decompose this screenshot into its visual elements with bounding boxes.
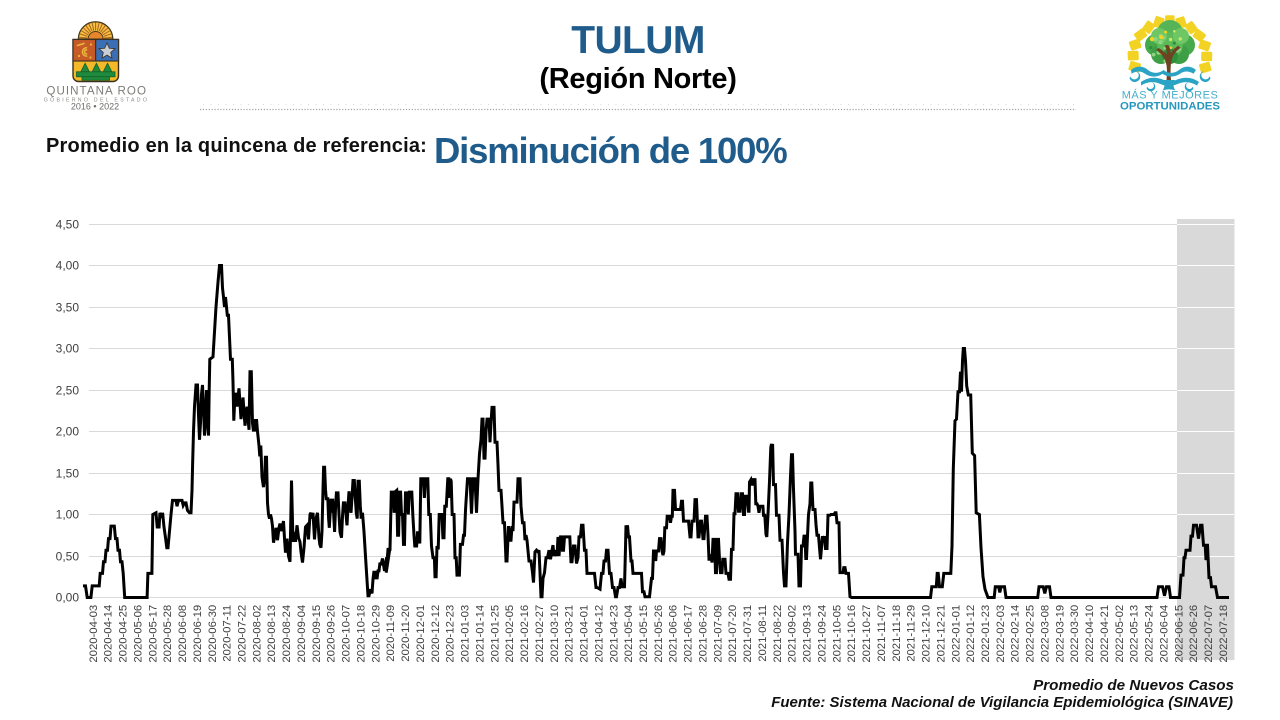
svg-text:2022-07-18: 2022-07-18 (1218, 605, 1230, 663)
svg-text:2022-02-03: 2022-02-03 (995, 605, 1007, 663)
svg-text:2020-09-04: 2020-09-04 (296, 605, 308, 663)
svg-text:2020-06-30: 2020-06-30 (207, 605, 219, 663)
svg-text:2021-09-24: 2021-09-24 (816, 605, 828, 663)
svg-text:2020-09-15: 2020-09-15 (311, 605, 323, 663)
svg-text:2022-01-01: 2022-01-01 (950, 605, 962, 663)
svg-text:2022-04-10: 2022-04-10 (1084, 605, 1096, 663)
svg-text:2022-03-08: 2022-03-08 (1039, 605, 1051, 663)
svg-text:2021-09-13: 2021-09-13 (802, 605, 814, 663)
svg-text:1,50: 1,50 (56, 467, 80, 481)
svg-text:1,00: 1,00 (56, 508, 80, 522)
svg-text:2022-03-30: 2022-03-30 (1069, 605, 1081, 663)
svg-text:QUINTANA ROO: QUINTANA ROO (46, 85, 147, 98)
svg-text:2021-05-15: 2021-05-15 (638, 605, 650, 663)
svg-text:2020-10-29: 2020-10-29 (370, 605, 382, 663)
svg-text:2021-04-12: 2021-04-12 (593, 605, 605, 663)
svg-text:2020-06-08: 2020-06-08 (177, 605, 189, 663)
svg-text:2021-08-22: 2021-08-22 (772, 605, 784, 663)
svg-text:2020-04-14: 2020-04-14 (103, 605, 115, 663)
svg-text:2020-07-11: 2020-07-11 (222, 605, 234, 662)
svg-text:2022-04-21: 2022-04-21 (1099, 605, 1111, 663)
svg-text:2021-02-16: 2021-02-16 (519, 605, 531, 663)
svg-text:2021-12-21: 2021-12-21 (935, 605, 947, 663)
svg-text:0,00: 0,00 (56, 591, 80, 605)
svg-text:2021-03-10: 2021-03-10 (549, 605, 561, 663)
svg-text:2022-03-19: 2022-03-19 (1054, 605, 1066, 663)
svg-text:2020-10-07: 2020-10-07 (341, 605, 353, 663)
svg-text:2020-08-02: 2020-08-02 (251, 605, 263, 663)
svg-text:2020-04-03: 2020-04-03 (88, 605, 100, 663)
svg-text:2022-05-02: 2022-05-02 (1114, 605, 1126, 663)
svg-text:2020-04-25: 2020-04-25 (118, 605, 130, 663)
svg-text:2021-10-16: 2021-10-16 (846, 605, 858, 663)
svg-text:2021-11-29: 2021-11-29 (906, 605, 918, 662)
svg-text:2021-10-27: 2021-10-27 (861, 605, 873, 663)
svg-text:2020-08-13: 2020-08-13 (266, 605, 278, 663)
svg-text:2022-07-07: 2022-07-07 (1203, 605, 1215, 663)
svg-text:2021-06-17: 2021-06-17 (683, 605, 695, 663)
svg-text:2022-06-26: 2022-06-26 (1188, 605, 1200, 663)
svg-text:2022-05-24: 2022-05-24 (1144, 605, 1156, 663)
svg-text:2,00: 2,00 (56, 425, 80, 439)
svg-text:MÁS Y MEJORES: MÁS Y MEJORES (1122, 89, 1219, 102)
svg-text:2020-05-28: 2020-05-28 (162, 605, 174, 663)
svg-text:2021-12-10: 2021-12-10 (921, 605, 933, 663)
svg-text:2016 • 2022: 2016 • 2022 (71, 102, 119, 112)
svg-text:2020-07-22: 2020-07-22 (237, 605, 249, 663)
svg-text:2021-11-18: 2021-11-18 (891, 605, 903, 662)
svg-text:2021-03-21: 2021-03-21 (564, 605, 576, 663)
svg-text:2021-06-28: 2021-06-28 (697, 605, 709, 663)
svg-text:0,50: 0,50 (56, 550, 80, 564)
svg-text:2020-06-19: 2020-06-19 (192, 605, 204, 663)
svg-text:2020-12-23: 2020-12-23 (445, 605, 457, 663)
svg-text:3,50: 3,50 (56, 301, 80, 315)
svg-text:2022-01-23: 2022-01-23 (980, 605, 992, 663)
svg-text:2021-09-02: 2021-09-02 (787, 605, 799, 663)
svg-text:2021-08-11: 2021-08-11 (757, 605, 769, 662)
svg-text:2022-06-15: 2022-06-15 (1173, 605, 1185, 663)
svg-text:2,50: 2,50 (56, 384, 80, 398)
svg-text:2021-05-26: 2021-05-26 (653, 605, 665, 663)
svg-text:2020-12-12: 2020-12-12 (430, 605, 442, 663)
svg-text:2022-02-25: 2022-02-25 (1025, 605, 1037, 663)
svg-text:2021-05-04: 2021-05-04 (623, 605, 635, 663)
svg-text:2021-04-23: 2021-04-23 (608, 605, 620, 663)
svg-text:2020-10-18: 2020-10-18 (355, 605, 367, 663)
svg-text:2022-06-04: 2022-06-04 (1158, 605, 1170, 663)
svg-text:OPORTUNIDADES: OPORTUNIDADES (1120, 101, 1220, 113)
svg-text:2022-02-14: 2022-02-14 (1010, 605, 1022, 663)
svg-text:2020-09-26: 2020-09-26 (326, 605, 338, 663)
svg-text:2022-01-12: 2022-01-12 (965, 605, 977, 663)
svg-text:2020-08-24: 2020-08-24 (281, 605, 293, 663)
svg-text:2021-02-27: 2021-02-27 (534, 605, 546, 663)
svg-text:4,50: 4,50 (56, 218, 80, 232)
svg-text:2021-10-05: 2021-10-05 (831, 605, 843, 663)
svg-text:2021-11-07: 2021-11-07 (876, 605, 888, 662)
svg-text:2020-12-01: 2020-12-01 (415, 605, 427, 663)
svg-text:2020-05-06: 2020-05-06 (132, 605, 144, 663)
svg-text:2021-06-06: 2021-06-06 (668, 605, 680, 663)
svg-text:2021-07-20: 2021-07-20 (727, 605, 739, 663)
svg-text:2020-11-09: 2020-11-09 (385, 605, 397, 662)
svg-text:4,00: 4,00 (56, 259, 80, 273)
svg-text:2021-02-05: 2021-02-05 (504, 605, 516, 663)
svg-text:2020-05-17: 2020-05-17 (147, 605, 159, 663)
svg-text:2021-07-31: 2021-07-31 (742, 605, 754, 663)
svg-text:2021-04-01: 2021-04-01 (579, 605, 591, 663)
svg-text:2020-11-20: 2020-11-20 (400, 605, 412, 662)
svg-text:2022-05-13: 2022-05-13 (1129, 605, 1141, 663)
svg-text:2021-07-09: 2021-07-09 (712, 605, 724, 663)
svg-text:3,00: 3,00 (56, 342, 80, 356)
svg-text:2021-01-25: 2021-01-25 (489, 605, 501, 663)
svg-text:2021-01-03: 2021-01-03 (460, 605, 472, 663)
svg-text:2021-01-14: 2021-01-14 (474, 605, 486, 663)
svg-text:GOBIERNO DEL ESTADO: GOBIERNO DEL ESTADO (44, 98, 149, 104)
